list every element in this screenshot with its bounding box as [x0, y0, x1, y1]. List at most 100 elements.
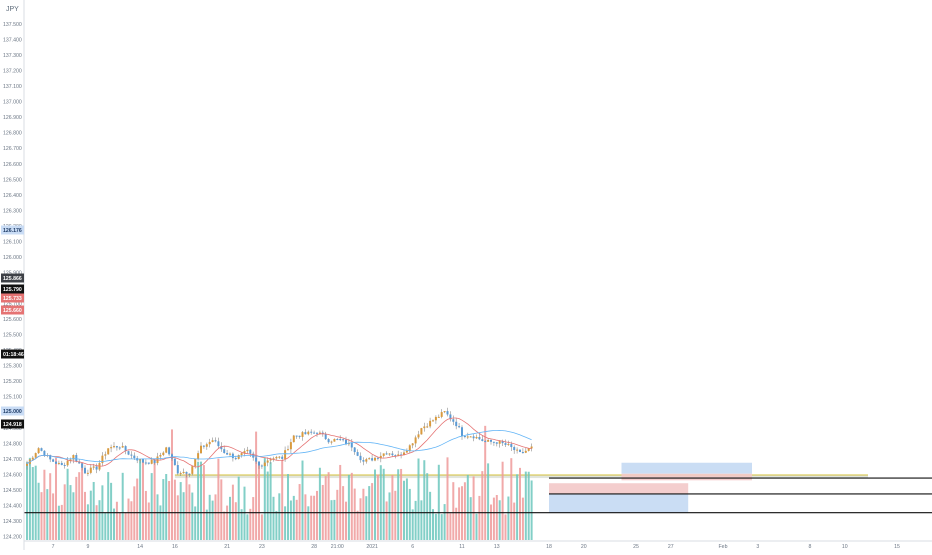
candle-body	[194, 458, 197, 467]
time-tick-label: 21:00	[331, 544, 344, 550]
candle-body	[475, 436, 478, 439]
volume-bar	[490, 504, 492, 540]
candle-body	[217, 441, 220, 447]
volume-bar	[139, 460, 142, 540]
time-axis[interactable]: 7 9 14 16 21 23 28 21:00 2021 6 11 13 18 20 25 27 Feb 3 8 1…	[24, 540, 932, 550]
volume-bar	[298, 484, 301, 540]
candle-body	[258, 461, 260, 466]
candle-body	[524, 450, 527, 453]
candle-body	[368, 458, 371, 460]
volume-bar	[185, 471, 188, 540]
time-tick-label: 21	[224, 544, 230, 550]
candle-body	[498, 441, 501, 444]
candle-body	[197, 453, 200, 459]
volume-bar	[495, 495, 498, 540]
volume-bar	[400, 468, 403, 540]
price-tick-label: 125.300	[3, 364, 22, 370]
volume-bar	[43, 469, 46, 540]
candle-body	[92, 466, 95, 468]
candle-body	[78, 461, 81, 464]
candle-body	[336, 438, 339, 440]
horizontal-lines[interactable]	[24, 477, 932, 514]
volume-bar	[411, 509, 414, 540]
volume-bar	[513, 502, 516, 540]
candle-body	[263, 462, 266, 467]
price-tick-label: 125.700	[3, 302, 22, 308]
candle-body	[452, 419, 455, 422]
candle-body	[208, 441, 211, 445]
price-tick-label: 126.900	[3, 115, 22, 121]
volume-bar	[266, 471, 269, 540]
volume-bar	[142, 460, 144, 540]
candle-body	[223, 449, 226, 453]
candle-body	[379, 455, 382, 459]
volume-bar	[365, 496, 368, 540]
volume-bar	[426, 473, 429, 540]
candle-body	[142, 458, 144, 463]
plot-background	[24, 0, 932, 550]
candle-body	[353, 447, 356, 453]
candle-body	[220, 446, 223, 450]
volume-bar	[487, 463, 490, 540]
candle-body	[530, 446, 533, 449]
price-label-text: 124.918	[3, 422, 22, 428]
volume-bar	[371, 483, 374, 540]
volume-bar	[455, 507, 458, 540]
volume-bar	[397, 469, 400, 540]
volume-bar	[243, 486, 246, 540]
candle-body	[52, 459, 55, 462]
candle-body	[240, 453, 243, 456]
candle-body	[478, 436, 481, 440]
price-tick-label: 125.900	[3, 270, 22, 276]
candle-body	[231, 453, 234, 459]
time-tick-label: 2021	[366, 544, 378, 550]
volume-bar	[214, 494, 217, 540]
support-zone	[174, 475, 868, 479]
volume-bar	[147, 502, 150, 540]
candle-body	[243, 451, 246, 454]
candle-body	[162, 452, 165, 455]
volume-bar	[333, 499, 336, 540]
volume-bar	[481, 471, 484, 540]
volume-bar	[434, 513, 437, 540]
volume-bar	[374, 469, 376, 540]
candle-body	[350, 442, 353, 448]
candles	[26, 407, 533, 478]
price-label-box	[1, 305, 24, 315]
candle-body	[49, 455, 52, 460]
candle-body	[176, 465, 179, 474]
time-tick-label: 7	[52, 544, 55, 550]
volume-bar	[34, 465, 37, 540]
volume-bar	[388, 492, 391, 540]
candle-body	[200, 445, 202, 454]
volume-bar	[194, 506, 197, 540]
price-label-text: 125.660	[3, 308, 22, 314]
time-tick-label: 16	[172, 544, 178, 550]
volume-bar	[46, 489, 49, 540]
price-tick-label: 126.000	[3, 255, 22, 261]
volume-bar	[330, 500, 333, 540]
candle-body	[205, 444, 208, 447]
candle-body	[57, 462, 60, 464]
volume-bar	[336, 489, 339, 540]
candle-body	[359, 455, 362, 461]
volume-bar	[81, 462, 84, 540]
symbol-badge[interactable]: JPY	[6, 6, 19, 13]
volume-bar	[510, 458, 513, 540]
candle-body	[272, 458, 275, 460]
volume-bar	[324, 476, 327, 540]
volume-bar	[521, 497, 524, 540]
volume-bar	[153, 459, 156, 540]
candle-body	[472, 436, 475, 439]
volume-bar	[417, 458, 420, 540]
volume-bar	[478, 495, 481, 540]
volume-bar	[287, 474, 289, 540]
candle-body	[75, 455, 78, 462]
price-tick-label: 124.900	[3, 426, 22, 432]
candle-body	[118, 447, 121, 449]
price-tick-label: 124.400	[3, 503, 22, 509]
candle-body	[316, 432, 318, 434]
volume-bar	[353, 488, 356, 540]
